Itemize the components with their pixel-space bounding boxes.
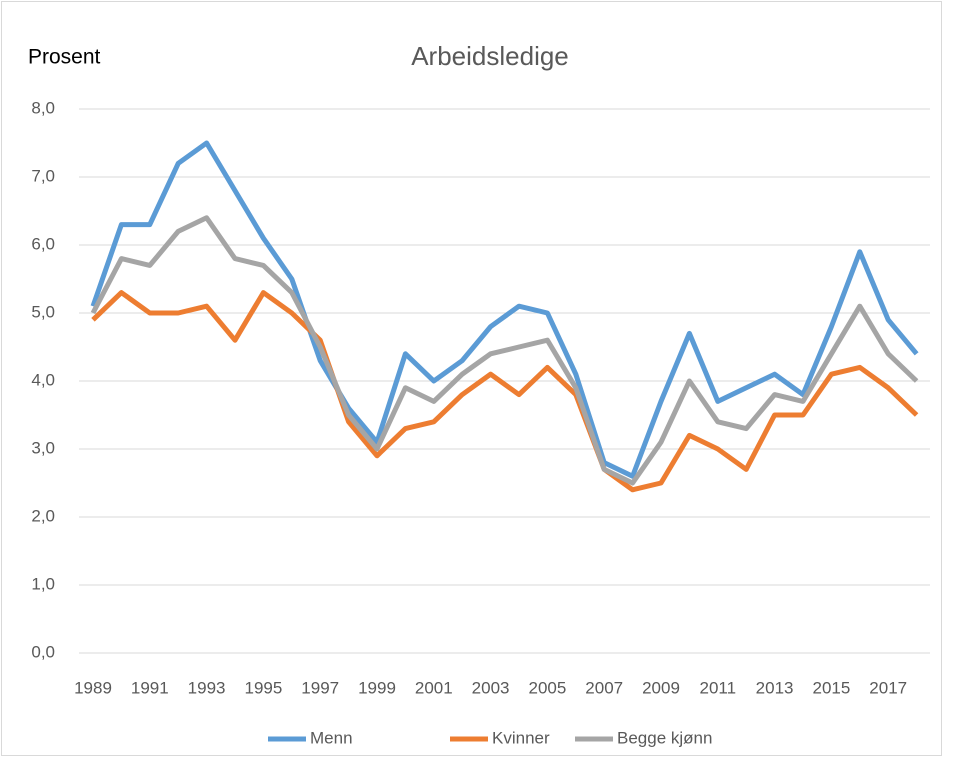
x-tick-label: 2005 [528,678,566,697]
legend-label: Menn [310,728,353,747]
x-tick-label: 1997 [301,678,339,697]
x-tick-label: 2009 [642,678,680,697]
x-tick-label: 2003 [472,678,510,697]
x-tick-label: 2007 [585,678,623,697]
x-tick-label: 1995 [244,678,282,697]
y-tick-label: 1,0 [31,574,55,593]
y-tick-label: 4,0 [31,370,55,389]
legend-label: Begge kjønn [617,728,712,747]
y-tick-label: 0,0 [31,642,55,661]
x-tick-label: 1989 [74,678,112,697]
line-series [91,290,919,493]
chart-title: Arbeidsledige [411,41,569,71]
x-tick-label: 1991 [131,678,169,697]
x-tick-label: 2015 [812,678,850,697]
y-tick-label: 2,0 [31,506,55,525]
y-tick-label: 7,0 [31,166,55,185]
y-tick-label: 3,0 [31,438,55,457]
chart-frame [1,1,942,756]
x-tick-label: 2011 [700,678,737,697]
x-tick-label: 2001 [415,678,453,697]
x-tick-label: 2017 [869,678,907,697]
legend-label: Kvinner [492,728,550,747]
y-tick-label: 6,0 [31,234,55,253]
x-tick-label: 1993 [188,678,226,697]
x-tick-label: 2013 [756,678,794,697]
line-series [90,215,919,486]
line-series [90,140,919,479]
y-axis-label: Prosent [28,46,101,69]
y-tick-label: 8,0 [31,98,55,117]
y-tick-label: 5,0 [31,302,55,321]
x-tick-label: 1999 [358,678,396,697]
